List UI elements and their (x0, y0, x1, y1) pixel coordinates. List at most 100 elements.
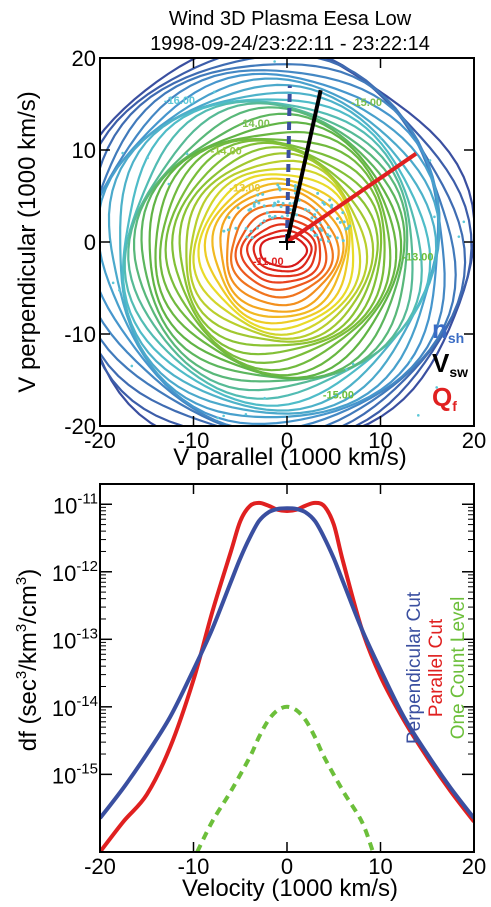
y-tick-label: 0 (84, 230, 96, 255)
contour-line (164, 139, 386, 365)
noise-point (295, 213, 299, 217)
noise-point (330, 203, 334, 207)
noise-point (270, 216, 274, 220)
bottom-y-axis-label: df (sec3/km3/cm3) (13, 569, 42, 751)
contour-level-label: -14.00 (239, 118, 270, 130)
top-title-line1: Wind 3D Plasma Eesa Low (169, 8, 412, 30)
x-tick-label: 20 (462, 428, 486, 453)
contour-level-label: -15.00 (323, 389, 354, 401)
contour-line (185, 152, 375, 343)
noise-point (226, 228, 230, 232)
noise-point (462, 220, 466, 224)
vector-v-sw (285, 89, 323, 243)
contour-level-label: -11.00 (253, 256, 284, 268)
legend-v-sw: Vsw (432, 348, 468, 380)
contour-lines: -16.00 -15.00 -14.00 -14.00 -13.00 -11.00 -13.… (100, 58, 474, 426)
contour-line (140, 112, 406, 380)
contour-line (100, 58, 473, 426)
series-lines (100, 500, 474, 852)
noise-point (348, 224, 352, 228)
y-tick-label: 10-12 (52, 558, 98, 586)
noise-point (303, 207, 307, 211)
noise-point (250, 236, 254, 240)
contour-level-label: -15.00 (351, 97, 382, 109)
contour-line (100, 72, 440, 426)
bottom-x-axis-label: Velocity (1000 km/s) (182, 875, 398, 902)
x-tick-label: 10 (368, 428, 392, 453)
contour-line (158, 137, 392, 372)
noise-point (288, 202, 292, 206)
noise-point (262, 204, 266, 208)
contour-line (100, 63, 457, 426)
contour-line (225, 195, 340, 307)
noise-point (259, 222, 263, 226)
x-tick-label: -10 (178, 428, 210, 453)
noise-point (276, 200, 280, 204)
noise-point (309, 228, 313, 232)
contour-line (197, 173, 355, 331)
noise-point (428, 159, 432, 162)
noise-point (261, 192, 265, 196)
legend-one-count-level: One Count Level (448, 597, 469, 740)
x-tick-label: 0 (281, 854, 293, 879)
noise-point (249, 229, 253, 233)
contour-plot: -16.00 -15.00 -14.00 -14.00 -13.00 -11.00 -13.… (100, 58, 474, 426)
noise-point (342, 220, 346, 224)
y-tick-label: -10 (64, 322, 96, 347)
noise-point (351, 362, 355, 366)
y-tick-label: 10-14 (52, 693, 98, 721)
line-plot (100, 500, 474, 852)
noise-point (318, 227, 322, 231)
noise-point (263, 396, 266, 400)
series-one-count-level (195, 704, 375, 852)
noise-point (310, 216, 314, 220)
y-tick-label: 20 (72, 46, 96, 71)
noise-point (322, 202, 326, 206)
noise-point (265, 211, 269, 215)
top-axis-ticks: -20 -10 0 10 20 20 10 0 -10 -20 (64, 46, 486, 453)
contour-level-label: -16.00 (164, 95, 195, 107)
noise-point (307, 209, 311, 213)
x-tick-label: 20 (462, 854, 486, 879)
contour-level-label: -13.00 (229, 182, 260, 194)
contour-line (127, 102, 414, 392)
noise-point (338, 220, 342, 224)
legend-q-f: Qf (432, 382, 457, 414)
contour-line (192, 167, 362, 336)
contour-line (123, 100, 423, 400)
x-tick-label: 10 (368, 854, 392, 879)
noise-point (185, 152, 189, 156)
noise-point (316, 191, 320, 195)
legend-n-sh: nsh (432, 314, 464, 346)
noise-point (326, 225, 330, 229)
noise-point (222, 229, 226, 233)
legend-parallel-cut: Parallel Cut (426, 618, 447, 717)
noise-point (268, 214, 272, 218)
noise-point (335, 217, 339, 221)
contour-line (119, 91, 438, 412)
noise-point (234, 226, 238, 230)
noise-point (417, 414, 420, 417)
top-y-axis-label: V perpendicular (1000 km/s) (14, 91, 41, 392)
noise-point (315, 208, 319, 212)
noise-point (271, 204, 275, 208)
y-tick-label: 10-15 (52, 760, 98, 788)
contour-line (211, 182, 349, 318)
contour-line (107, 83, 441, 415)
contour-line (100, 77, 441, 419)
vector-n-sh (285, 85, 292, 243)
y-tick-label: 10 (72, 138, 96, 163)
noise-point (262, 219, 266, 223)
noise-point (319, 238, 323, 242)
contour-line (188, 159, 369, 340)
contour-line (219, 187, 345, 313)
noise-point (273, 60, 276, 63)
noise-point (293, 184, 297, 188)
y-tick-label: 10-11 (53, 490, 98, 518)
contour-line (171, 141, 383, 356)
legend-perpendicular-cut: Perpendicular Cut (404, 591, 425, 744)
x-tick-label: -10 (178, 854, 210, 879)
noise-point (244, 412, 248, 416)
noise-point (212, 90, 216, 94)
